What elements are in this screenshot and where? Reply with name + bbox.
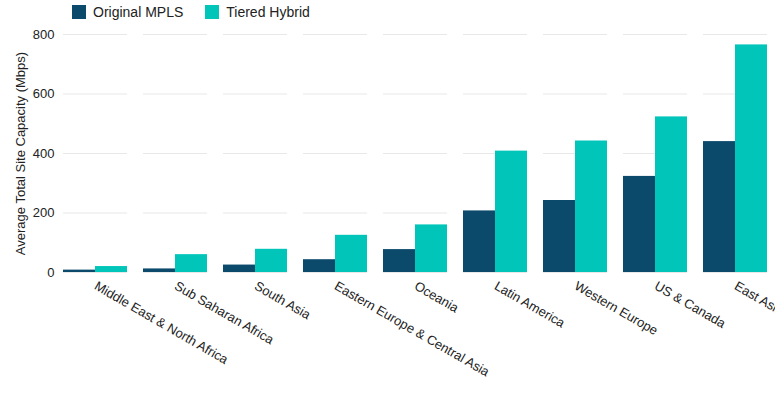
- svg-text:800: 800: [33, 27, 55, 42]
- svg-text:South Asia: South Asia: [252, 278, 314, 322]
- svg-text:600: 600: [33, 86, 55, 101]
- svg-text:Average Total Site Capacity (M: Average Total Site Capacity (Mbps): [13, 52, 28, 255]
- svg-text:Middle East & North Africa: Middle East & North Africa: [92, 278, 232, 367]
- svg-text:US & Canada: US & Canada: [652, 278, 729, 331]
- svg-text:400: 400: [33, 146, 55, 161]
- svg-text:Western Europe: Western Europe: [572, 278, 661, 338]
- svg-text:Oceania: Oceania: [412, 278, 462, 316]
- svg-text:0: 0: [47, 265, 54, 280]
- html-text:Original MPLS: Original MPLS: [93, 4, 184, 20]
- svg-text:East Asia: East Asia: [732, 278, 775, 318]
- svg-text:Eastern Europe & Central Asia: Eastern Europe & Central Asia: [332, 278, 493, 380]
- svg-text:200: 200: [33, 205, 55, 220]
- svg-text:Latin America: Latin America: [492, 278, 568, 331]
- svg-text:Sub Saharan Africa: Sub Saharan Africa: [171, 278, 277, 348]
- html-text:Tiered Hybrid: Tiered Hybrid: [226, 4, 310, 20]
